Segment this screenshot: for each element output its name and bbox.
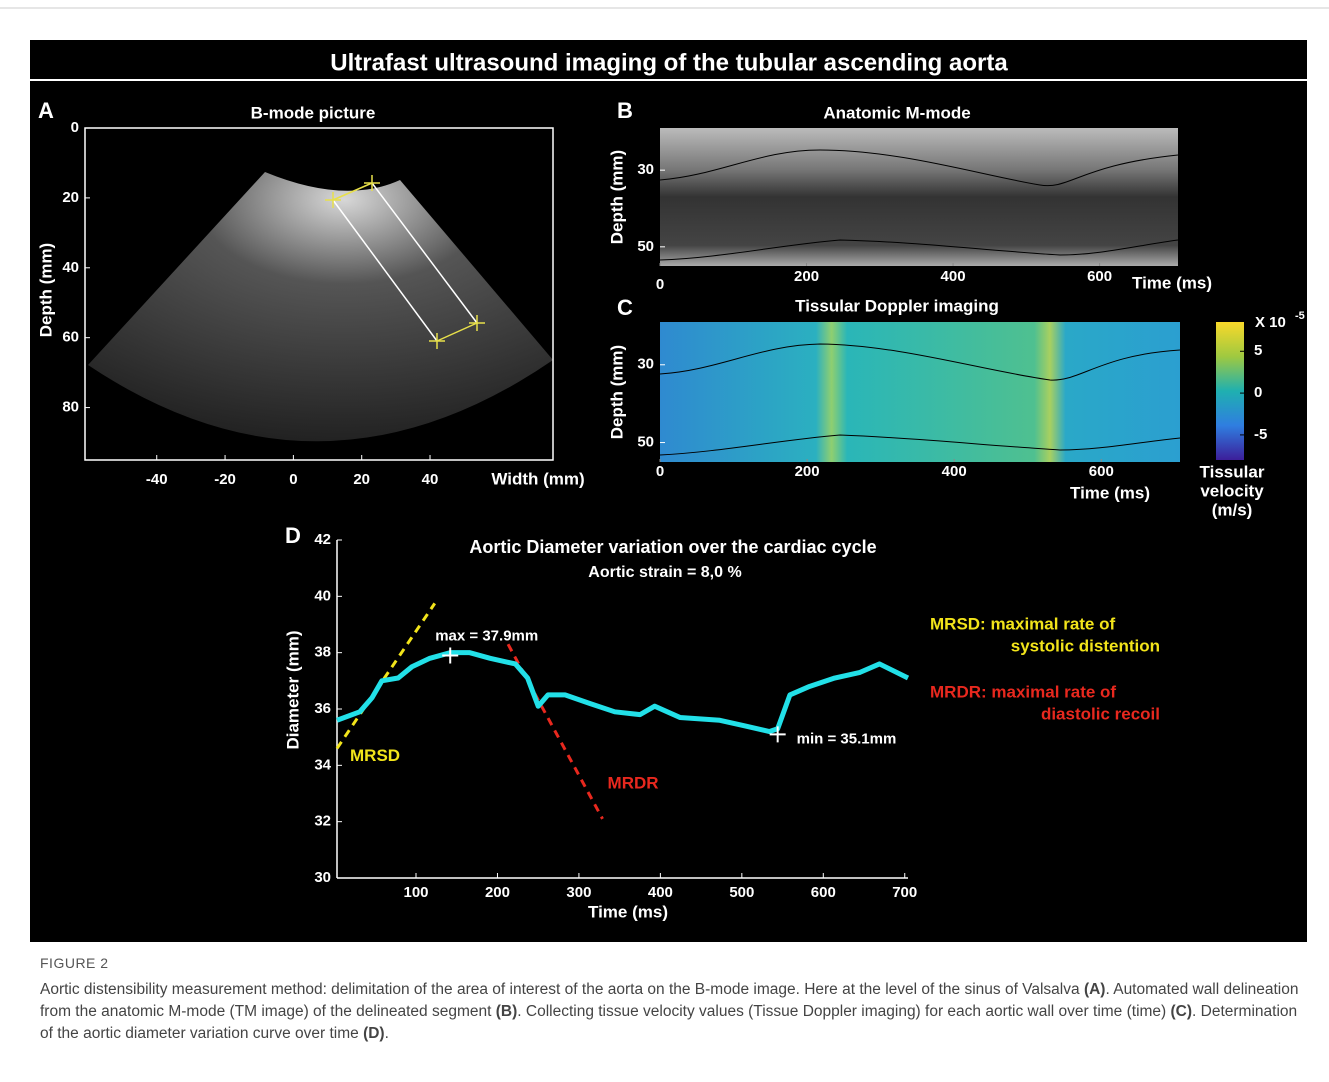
colorbar-exponent: -5 xyxy=(1295,310,1305,322)
figure-title: Ultrafast ultrasound imaging of the tubu… xyxy=(330,49,1008,76)
colorbar-tick-label: 0 xyxy=(1254,384,1262,401)
colorbar-scale: X 10 xyxy=(1255,314,1286,331)
extremum-label: min = 35.1mm xyxy=(797,730,897,747)
y-tick-label: 50 xyxy=(637,238,654,255)
y-axis-label: Depth (mm) xyxy=(36,243,55,337)
y-axis-label: Depth (mm) xyxy=(607,150,626,244)
y-tick-label: 20 xyxy=(62,189,79,206)
colorbar-label: velocity xyxy=(1200,481,1264,500)
doppler-image xyxy=(660,322,1180,462)
caption-run: (D) xyxy=(363,1025,385,1042)
m-mode-image xyxy=(660,128,1178,266)
x-tick-label: 500 xyxy=(729,884,754,901)
x-tick-label: 600 xyxy=(1089,463,1114,480)
colorbar-label: Tissular xyxy=(1200,462,1265,481)
x-tick-label: 200 xyxy=(795,463,820,480)
x-tick-label: 400 xyxy=(942,463,967,480)
x-tick-label: 300 xyxy=(566,884,591,901)
y-tick-label: 50 xyxy=(637,434,654,451)
panel-title: Aortic Diameter variation over the cardi… xyxy=(469,537,876,557)
y-tick-label: 34 xyxy=(314,756,331,773)
x-tick-label: 20 xyxy=(353,471,370,488)
caption-run: Aortic distensibility measurement method… xyxy=(40,981,1084,998)
caption-text: Aortic distensibility measurement method… xyxy=(40,979,1308,1045)
x-axis-label: Time (ms) xyxy=(588,902,668,921)
x-tick-label: 700 xyxy=(892,884,917,901)
caption-run: . Collecting tissue velocity values (Tis… xyxy=(517,1003,1170,1020)
x-tick-label: 200 xyxy=(485,884,510,901)
caption-run: (C) xyxy=(1171,1003,1193,1020)
y-axis-label: Diameter (mm) xyxy=(283,630,302,749)
tangent-label: MRSD xyxy=(350,746,400,765)
caption-run: (A) xyxy=(1084,981,1106,998)
y-tick-label: 80 xyxy=(62,399,79,416)
legend-text: diastolic recoil xyxy=(1041,704,1160,723)
x-tick-label: 600 xyxy=(1087,268,1112,285)
legend-text: MRSD: maximal rate of xyxy=(930,614,1115,633)
x-tick-label: 0 xyxy=(656,276,664,293)
x-axis-label: Time (ms) xyxy=(1070,483,1150,502)
panel-title: Tissular Doppler imaging xyxy=(795,296,999,315)
caption: FIGURE 2 Aortic distensibility measureme… xyxy=(40,955,1308,1045)
colorbar-tick-label: 5 xyxy=(1254,342,1262,359)
x-tick-label: 200 xyxy=(794,268,819,285)
panel-title: Anatomic M-mode xyxy=(823,103,970,122)
tangent-label: MRDR xyxy=(608,773,659,792)
y-tick-label: 30 xyxy=(637,356,654,373)
x-tick-label: 40 xyxy=(422,471,439,488)
y-axis-label: Depth (mm) xyxy=(607,345,626,439)
colorbar xyxy=(1216,322,1244,460)
figure-label: FIGURE 2 xyxy=(40,955,1308,971)
legend-text: systolic distention xyxy=(1011,636,1160,655)
figure: Ultrafast ultrasound imaging of the tubu… xyxy=(0,0,1329,950)
y-tick-label: 30 xyxy=(637,161,654,178)
caption-run: . xyxy=(385,1025,389,1042)
panel-label: B xyxy=(617,98,633,123)
y-tick-label: 38 xyxy=(314,644,331,661)
x-axis-label: Time (ms) xyxy=(1132,273,1212,292)
y-tick-label: 32 xyxy=(314,813,331,830)
y-tick-label: 40 xyxy=(314,587,331,604)
y-tick-label: 36 xyxy=(314,700,331,717)
x-tick-label: 400 xyxy=(648,884,673,901)
x-axis-label: Width (mm) xyxy=(491,469,584,488)
panel-label: A xyxy=(38,98,54,123)
x-tick-label: -40 xyxy=(146,471,168,488)
x-tick-label: 600 xyxy=(811,884,836,901)
panel-label: D xyxy=(285,523,301,548)
colorbar-tick-label: -5 xyxy=(1254,426,1267,443)
panel-label: C xyxy=(617,295,633,320)
colorbar-label: (m/s) xyxy=(1212,500,1253,519)
x-tick-label: -20 xyxy=(214,471,236,488)
x-tick-label: 0 xyxy=(289,471,297,488)
y-tick-label: 30 xyxy=(314,869,331,886)
y-tick-label: 40 xyxy=(62,259,79,276)
x-tick-label: 0 xyxy=(656,463,664,480)
panel-title: B-mode picture xyxy=(251,103,376,122)
y-tick-label: 60 xyxy=(62,329,79,346)
chart-subtitle: Aortic strain = 8,0 % xyxy=(588,564,741,581)
extremum-label: max = 37.9mm xyxy=(435,627,538,644)
caption-run: (B) xyxy=(496,1003,518,1020)
y-tick-label: 42 xyxy=(314,531,331,548)
y-tick-label: 0 xyxy=(71,119,79,136)
x-tick-label: 100 xyxy=(403,884,428,901)
page: {"figure": {"title": "Ultrafast ultrasou… xyxy=(0,0,1329,1082)
legend-text: MRDR: maximal rate of xyxy=(930,682,1116,701)
x-tick-label: 400 xyxy=(941,268,966,285)
